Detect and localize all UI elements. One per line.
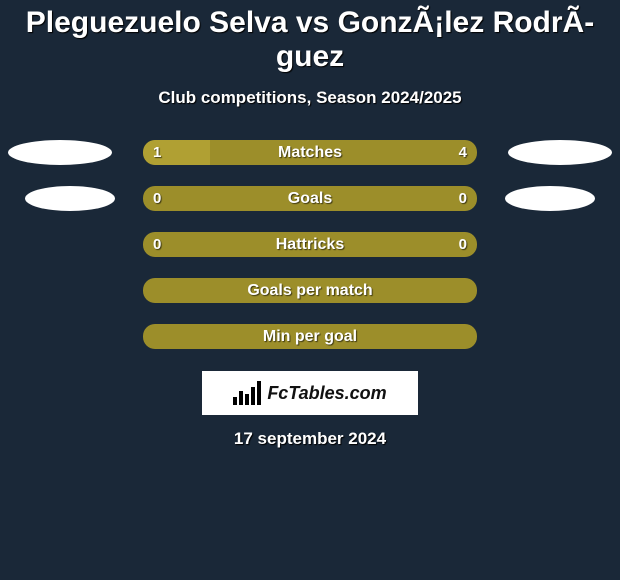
stat-label: Goals per match — [143, 282, 477, 300]
stat-row: 00Hattricks — [0, 232, 620, 257]
stat-row: 14Matches — [0, 140, 620, 165]
stat-row: Min per goal — [0, 324, 620, 349]
page-subtitle: Club competitions, Season 2024/2025 — [0, 88, 620, 108]
stat-bar: 00Goals — [143, 186, 477, 211]
stat-row: Goals per match — [0, 278, 620, 303]
stat-bar: Min per goal — [143, 324, 477, 349]
stat-label: Matches — [143, 144, 477, 162]
stat-row: 00Goals — [0, 186, 620, 211]
stat-bar: 14Matches — [143, 140, 477, 165]
brand-text: FcTables.com — [267, 383, 386, 404]
stat-label: Min per goal — [143, 328, 477, 346]
player-right-oval — [505, 186, 595, 211]
stat-label: Hattricks — [143, 236, 477, 254]
player-left-oval — [25, 186, 115, 211]
brand-box: FcTables.com — [202, 371, 418, 415]
stats-rows: 14Matches 00Goals 00Hattricks Goals per mat… — [0, 140, 620, 349]
page-title: Pleguezuelo Selva vs GonzÃ¡lez RodrÃ­gue… — [0, 0, 620, 74]
brand-bars-icon — [233, 381, 263, 405]
player-left-oval — [8, 140, 112, 165]
stat-bar: Goals per match — [143, 278, 477, 303]
footer-date: 17 september 2024 — [0, 429, 620, 449]
player-right-oval — [508, 140, 612, 165]
stat-bar: 00Hattricks — [143, 232, 477, 257]
stat-label: Goals — [143, 190, 477, 208]
